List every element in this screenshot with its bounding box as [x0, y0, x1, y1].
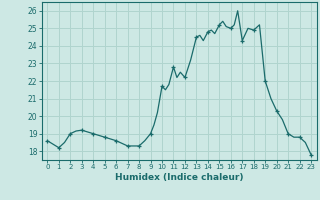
X-axis label: Humidex (Indice chaleur): Humidex (Indice chaleur) [115, 173, 244, 182]
